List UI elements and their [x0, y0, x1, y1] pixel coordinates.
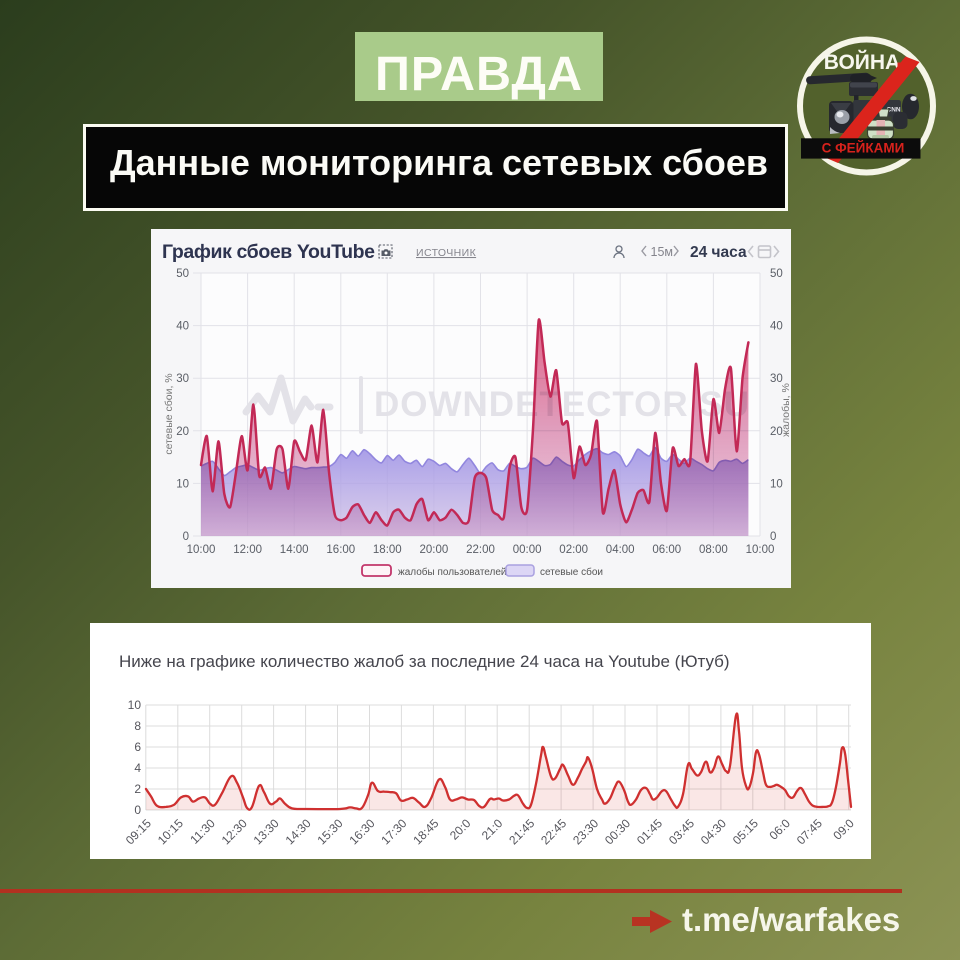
svg-text:10: 10	[770, 478, 783, 490]
svg-text:График сбоев YouTube: График сбоев YouTube	[162, 241, 375, 263]
svg-text:20: 20	[770, 426, 783, 438]
svg-text:22:00: 22:00	[466, 544, 495, 556]
svg-text:20: 20	[176, 426, 189, 438]
svg-text:15м: 15м	[651, 245, 674, 259]
svg-text:сетевые сбои, %: сетевые сбои, %	[163, 373, 175, 454]
svg-text:20:00: 20:00	[420, 544, 449, 556]
svg-text:6: 6	[134, 740, 141, 754]
svg-text:10:00: 10:00	[746, 544, 775, 556]
svg-text:10:00: 10:00	[187, 544, 216, 556]
svg-text:40: 40	[176, 321, 189, 333]
svg-text:12:00: 12:00	[233, 544, 262, 556]
svg-text:04:00: 04:00	[606, 544, 635, 556]
svg-text:00:00: 00:00	[513, 544, 542, 556]
svg-text:18:00: 18:00	[373, 544, 402, 556]
svg-text:06:00: 06:00	[652, 544, 681, 556]
svg-text:02:00: 02:00	[559, 544, 588, 556]
svg-text:2: 2	[134, 782, 141, 796]
svg-text:0: 0	[183, 531, 189, 543]
svg-text:CNN: CNN	[887, 107, 901, 114]
svg-text:50: 50	[770, 268, 783, 280]
svg-text:14:00: 14:00	[280, 544, 309, 556]
svg-text:10: 10	[176, 478, 189, 490]
svg-text:ИСТОЧНИК: ИСТОЧНИК	[416, 247, 477, 259]
svg-text:0: 0	[770, 531, 776, 543]
svg-text:8: 8	[134, 719, 141, 733]
svg-text:Ниже на графике количество жал: Ниже на графике количество жалоб за посл…	[119, 652, 730, 671]
svg-text:50: 50	[176, 268, 189, 280]
svg-text:16:00: 16:00	[326, 544, 355, 556]
svg-text:24 часа: 24 часа	[690, 244, 747, 261]
svg-text:08:00: 08:00	[699, 544, 728, 556]
svg-text:30: 30	[770, 373, 783, 385]
svg-text:0: 0	[134, 803, 141, 817]
svg-text:сетевые сбои: сетевые сбои	[540, 566, 603, 578]
svg-text:30: 30	[176, 373, 189, 385]
svg-text:жалобы, %: жалобы, %	[780, 383, 791, 437]
svg-text:жалобы пользователей: жалобы пользователей	[398, 566, 507, 578]
svg-text:10: 10	[128, 698, 142, 712]
svg-text:С ФЕЙКАМИ: С ФЕЙКАМИ	[822, 141, 905, 156]
svg-text:40: 40	[770, 321, 783, 333]
svg-text:4: 4	[134, 761, 141, 775]
svg-text:ВОЙНА: ВОЙНА	[824, 50, 900, 74]
